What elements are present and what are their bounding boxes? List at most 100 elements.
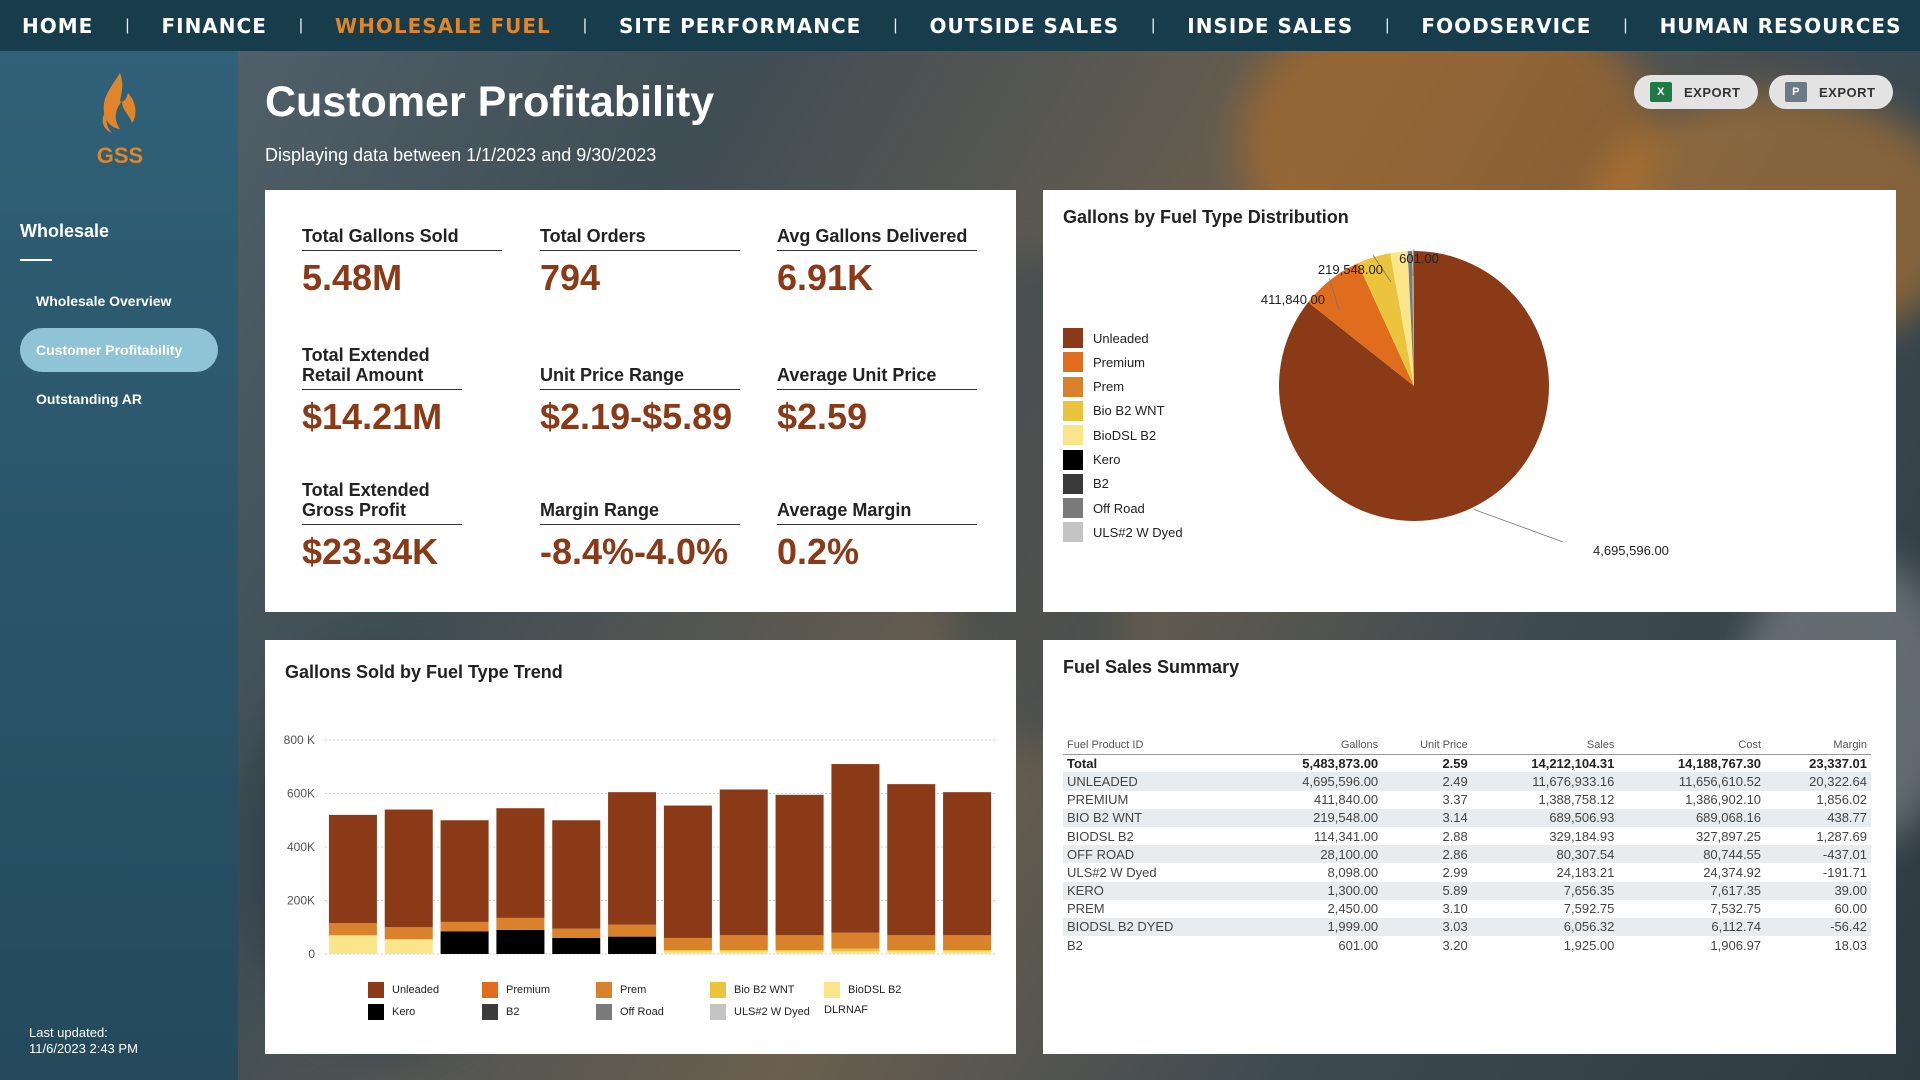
nav-human-resources[interactable]: HUMAN RESOURCES bbox=[1659, 13, 1902, 38]
pie-legend-item[interactable]: Unleaded bbox=[1063, 328, 1149, 348]
bar-segment-prem[interactable] bbox=[663, 937, 712, 950]
bar-segment-unleaded[interactable] bbox=[831, 764, 880, 933]
bar-segment-unleaded[interactable] bbox=[943, 792, 992, 936]
bar-segment-bio-b2-wnt[interactable] bbox=[887, 949, 936, 952]
bar-segment-prem[interactable] bbox=[496, 917, 545, 930]
bar-segment-biodsl-b2[interactable] bbox=[328, 935, 377, 954]
nav-foodservice[interactable]: FOODSERVICE bbox=[1421, 13, 1592, 38]
bar-segment-unleaded[interactable] bbox=[328, 814, 377, 924]
bar-segment-prem[interactable] bbox=[887, 935, 936, 950]
pie-legend-item[interactable]: BioDSL B2 bbox=[1063, 425, 1156, 446]
bar-legend-item[interactable]: Bio B2 WNT bbox=[710, 982, 795, 998]
bar-segment-biodsl-b2[interactable] bbox=[384, 939, 433, 954]
bar-segment-unleaded[interactable] bbox=[887, 784, 936, 936]
bar-segment-prem[interactable] bbox=[328, 923, 377, 936]
bar-segment-biodsl-b2[interactable] bbox=[663, 951, 712, 954]
bar-legend-item[interactable]: Kero bbox=[368, 1004, 415, 1020]
bar-segment-prem[interactable] bbox=[719, 935, 768, 950]
bar-segment-unleaded[interactable] bbox=[775, 794, 824, 936]
bar-legend-item[interactable]: Unleaded bbox=[368, 982, 439, 998]
bar-segment-bio-b2-wnt[interactable] bbox=[719, 949, 768, 952]
table-row[interactable]: BIODSL B2 114,341.00 2.88 329,184.93 327,897… bbox=[1063, 827, 1871, 845]
legend-swatch bbox=[1063, 498, 1083, 519]
export-pdf-button[interactable]: P EXPORT bbox=[1769, 75, 1893, 109]
nav-wholesale-fuel[interactable]: WHOLESALE FUEL bbox=[335, 13, 551, 38]
bar-legend-item[interactable]: ULS#2 W Dyed bbox=[710, 1004, 810, 1020]
bar-segment-prem[interactable] bbox=[943, 935, 992, 950]
flame-logo-icon[interactable]: GSS bbox=[92, 71, 148, 171]
nav-finance[interactable]: FINANCE bbox=[161, 13, 267, 38]
bar-segment-biodsl-b2[interactable] bbox=[887, 951, 936, 954]
bar-legend-item[interactable]: Off Road bbox=[596, 1004, 664, 1020]
bar-legend-item[interactable]: B2 bbox=[482, 1004, 519, 1020]
column-header-fuel-product-id[interactable]: Fuel Product ID bbox=[1063, 736, 1248, 755]
column-header-unit-price[interactable]: Unit Price bbox=[1382, 736, 1472, 755]
nav-site-performance[interactable]: SITE PERFORMANCE bbox=[618, 13, 862, 38]
bar-legend-item[interactable]: Premium bbox=[482, 982, 550, 998]
bar-segment-biodsl-b2[interactable] bbox=[775, 951, 824, 954]
bar-segment-prem[interactable] bbox=[608, 924, 657, 937]
sidebar-item-wholesale-overview[interactable]: Wholesale Overview bbox=[36, 293, 172, 309]
bar-segment-prem[interactable] bbox=[775, 935, 824, 950]
sidebar-item-customer-profitability[interactable]: Customer Profitability bbox=[20, 328, 218, 372]
bar-segment-biodsl-b2[interactable] bbox=[719, 951, 768, 954]
table-row[interactable]: KERO 1,300.00 5.89 7,656.35 7,617.35 39.00 bbox=[1063, 881, 1871, 900]
bar-segment-kero[interactable] bbox=[440, 931, 489, 954]
table-row[interactable]: B2 601.00 3.20 1,925.00 1,906.97 18.03 bbox=[1063, 936, 1871, 954]
bar-segment-kero[interactable] bbox=[496, 929, 545, 954]
bar-segment-prem[interactable] bbox=[440, 921, 489, 932]
bar-segment-unleaded[interactable] bbox=[552, 820, 601, 929]
table-total-row[interactable]: Total 5,483,873.00 2.59 14,212,104.31 14,188… bbox=[1063, 754, 1871, 772]
pie-legend-item[interactable]: Off Road bbox=[1063, 498, 1145, 519]
pie-slice-off-road[interactable] bbox=[1407, 251, 1414, 386]
column-header-margin[interactable]: Margin bbox=[1765, 736, 1871, 755]
bar-segment-bio-b2-wnt[interactable] bbox=[775, 949, 824, 952]
bar-segment-bio-b2-wnt[interactable] bbox=[663, 949, 712, 952]
table-row[interactable]: ULS#2 W Dyed 8,098.00 2.99 24,183.21 24,374.… bbox=[1063, 863, 1871, 881]
pie-legend-item[interactable]: B2 bbox=[1063, 473, 1109, 494]
column-header-sales[interactable]: Sales bbox=[1471, 736, 1619, 755]
bar-segment-kero[interactable] bbox=[552, 937, 601, 954]
bar-segment-unleaded[interactable] bbox=[440, 820, 489, 922]
pie-slice-bio-b2-wnt[interactable] bbox=[1357, 253, 1414, 386]
table-row[interactable]: PREM 2,450.00 3.10 7,592.75 7,532.75 60.00 bbox=[1063, 900, 1871, 918]
bar-segment-kero[interactable] bbox=[608, 936, 657, 954]
nav-home[interactable]: HOME bbox=[22, 13, 94, 38]
pie-slice-premium[interactable] bbox=[1308, 263, 1414, 386]
bar-segment-bio-b2-wnt[interactable] bbox=[831, 948, 880, 952]
bar-segment-prem[interactable] bbox=[552, 928, 601, 938]
bar-chart: 0 200K 400K 600K 800 K bbox=[284, 733, 995, 961]
nav-outside-sales[interactable]: OUTSIDE SALES bbox=[929, 13, 1120, 38]
pie-legend-item[interactable]: Kero bbox=[1063, 449, 1120, 470]
bar-legend-item[interactable]: DLRNAF bbox=[824, 1004, 868, 1016]
legend-swatch bbox=[1063, 522, 1083, 543]
bar-segment-prem[interactable] bbox=[384, 927, 433, 940]
sidebar-item-outstanding-ar[interactable]: Outstanding AR bbox=[36, 391, 143, 407]
bar-segment-unleaded[interactable] bbox=[384, 809, 433, 928]
pie-legend-item[interactable]: Prem bbox=[1063, 376, 1124, 397]
bar-segment-unleaded[interactable] bbox=[608, 792, 657, 925]
bar-segment-prem[interactable] bbox=[831, 932, 880, 949]
bar-segment-unleaded[interactable] bbox=[719, 789, 768, 936]
pie-legend-item[interactable]: Bio B2 WNT bbox=[1063, 400, 1165, 421]
bar-segment-biodsl-b2[interactable] bbox=[831, 951, 880, 954]
table-row[interactable]: UNLEADED 4,695,596.00 2.49 11,676,933.16 11,… bbox=[1063, 772, 1871, 791]
bar-segment-unleaded[interactable] bbox=[663, 805, 712, 938]
bar-segment-bio-b2-wnt[interactable] bbox=[943, 949, 992, 952]
table-row[interactable]: BIODSL B2 DYED 1,999.00 3.03 6,056.32 6,112.… bbox=[1063, 917, 1871, 937]
table-row[interactable]: OFF ROAD 28,100.00 2.86 80,307.54 80,744.55-… bbox=[1063, 845, 1871, 864]
pie-slice-uls-2-w-dyed[interactable] bbox=[1412, 251, 1414, 386]
table-row[interactable]: PREMIUM 411,840.00 3.37 1,388,758.12 1,386,9… bbox=[1063, 791, 1871, 809]
export-excel-button[interactable]: X EXPORT bbox=[1634, 75, 1758, 109]
table-row[interactable]: BIO B2 WNT 219,548.00 3.14 689,506.93 689,06… bbox=[1063, 808, 1871, 827]
pie-slice-biodsl-b2[interactable] bbox=[1390, 251, 1414, 386]
bar-segment-unleaded[interactable] bbox=[496, 808, 545, 918]
pie-legend-item[interactable]: ULS#2 W Dyed bbox=[1063, 522, 1183, 543]
pie-legend-item[interactable]: Premium bbox=[1063, 352, 1145, 373]
column-header-gallons[interactable]: Gallons bbox=[1247, 736, 1383, 755]
bar-legend-item[interactable]: BioDSL B2 bbox=[824, 982, 901, 998]
column-header-cost[interactable]: Cost bbox=[1618, 736, 1766, 755]
bar-segment-biodsl-b2[interactable] bbox=[943, 951, 992, 954]
bar-legend-item[interactable]: Prem bbox=[596, 982, 646, 998]
nav-inside-sales[interactable]: INSIDE SALES bbox=[1187, 13, 1354, 38]
